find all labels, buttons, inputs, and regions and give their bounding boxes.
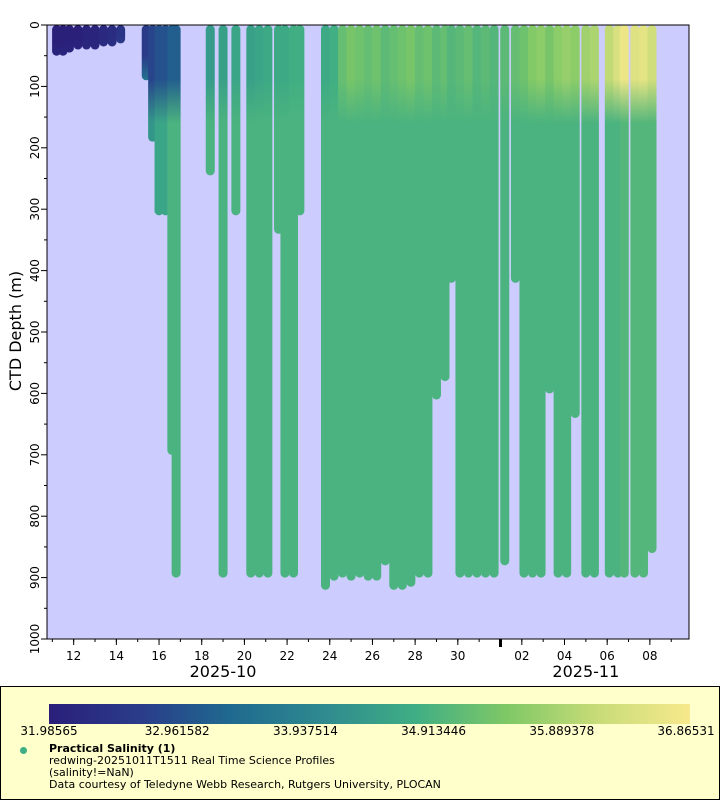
x-tick-label: 18	[194, 649, 209, 663]
x-tick-label: 02	[514, 649, 529, 663]
colorbar-tick-label: 33.937514	[272, 724, 338, 738]
colorbar	[49, 704, 690, 724]
y-tick-label: 500	[28, 321, 42, 344]
profile-column	[545, 25, 555, 394]
colorbar-tick-label: 32.961582	[144, 724, 210, 738]
y-tick-label: 1000	[28, 624, 42, 655]
profile-column	[472, 25, 482, 578]
profile-column	[500, 25, 510, 566]
profile-column	[171, 25, 181, 578]
legend-marker-icon	[20, 747, 27, 754]
profile-column	[446, 25, 456, 283]
profile-column	[73, 25, 83, 50]
colorbar-gradient	[49, 704, 690, 724]
profile-column	[647, 25, 657, 554]
salinity-depth-chart: 0 100 200 300 400 500 600 700 800 900 1000 12 14 16 1…	[6, 21, 690, 681]
x-tick-label: 20	[237, 649, 252, 663]
x-month-label: 2025-11	[552, 662, 619, 681]
profile-column	[519, 25, 529, 578]
x-tick-label: 24	[322, 649, 337, 663]
profile-column	[389, 25, 399, 590]
profile-column	[280, 25, 290, 578]
profile-column	[205, 25, 215, 176]
profile-column	[90, 25, 100, 50]
profile-column	[455, 25, 465, 578]
profile-column	[107, 25, 117, 47]
profile-column	[431, 25, 441, 400]
y-tick-label: 100	[28, 75, 42, 98]
profile-column	[295, 25, 305, 216]
profile-column	[329, 25, 339, 581]
y-tick-label: 900	[28, 566, 42, 589]
profile-column	[246, 25, 256, 578]
y-tick-label: 700	[28, 443, 42, 466]
profile-column	[589, 25, 599, 578]
legend-credit: Data courtesy of Teledyne Webb Research,…	[49, 778, 441, 791]
profile-column	[64, 25, 74, 53]
x-tick-label: 28	[407, 649, 422, 663]
profile-column	[397, 25, 407, 590]
y-tick-label: 400	[28, 259, 42, 282]
profile-column	[414, 25, 424, 578]
legend-variable: Practical Salinity (1)	[49, 742, 176, 755]
legend-constraint: (salinity!=NaN)	[49, 766, 134, 779]
profile-column	[363, 25, 373, 581]
y-tick-label: 200	[28, 136, 42, 159]
profile-column	[320, 25, 330, 590]
profile-column	[231, 25, 241, 216]
colorbar-tick-label: 35.889378	[529, 724, 595, 738]
profile-column	[380, 25, 390, 566]
profile-column	[553, 25, 563, 578]
profile-column	[638, 25, 648, 578]
x-tick-label: 14	[109, 649, 124, 663]
profile-column	[510, 25, 520, 283]
profile-column	[463, 25, 473, 578]
profile-column	[263, 25, 273, 578]
y-tick-label: 600	[28, 382, 42, 405]
colorbar-tick-label: 31.98565	[20, 724, 78, 738]
profile-column	[81, 25, 91, 50]
y-tick-label: 800	[28, 505, 42, 528]
profile-column	[346, 25, 356, 581]
profile-column	[570, 25, 580, 418]
y-tick-label: 300	[28, 198, 42, 221]
x-tick-label: 30	[450, 649, 465, 663]
y-tick-label: 0	[28, 21, 42, 29]
x-tick-label: 16	[151, 649, 166, 663]
legend-dataset: redwing-20251011T1511 Real Time Science …	[49, 754, 335, 767]
y-axis-title: CTD Depth (m)	[6, 271, 25, 391]
profile-column	[254, 25, 264, 578]
profile-column	[99, 25, 109, 47]
profile-column	[619, 25, 629, 578]
profile-column	[604, 25, 614, 578]
x-month-label: 2025-10	[190, 662, 257, 681]
profile-column	[218, 25, 228, 578]
profile-column	[372, 25, 382, 581]
profile-column	[355, 25, 365, 578]
profile-column	[562, 25, 572, 578]
x-tick-label: 06	[600, 649, 615, 663]
profile-column	[630, 25, 640, 578]
colorbar-tick-label: 36.86531	[657, 724, 715, 738]
profile-column	[423, 25, 433, 578]
profile-column	[338, 25, 348, 578]
legend-panel: 31.98565 32.961582 33.937514 34.913446 35.88…	[0, 686, 720, 800]
profile-column	[581, 25, 591, 578]
x-tick-label: 22	[279, 649, 294, 663]
profile-column	[489, 25, 499, 578]
profile-column	[116, 25, 126, 44]
x-tick-label: 12	[66, 649, 81, 663]
x-tick-label: 08	[642, 649, 657, 663]
profile-column	[481, 25, 491, 578]
profile-column	[536, 25, 546, 578]
x-tick-label: 04	[557, 649, 572, 663]
profile-column	[528, 25, 538, 578]
profile-column	[406, 25, 416, 587]
x-tick-label: 26	[365, 649, 380, 663]
colorbar-tick-label: 34.913446	[401, 724, 467, 738]
